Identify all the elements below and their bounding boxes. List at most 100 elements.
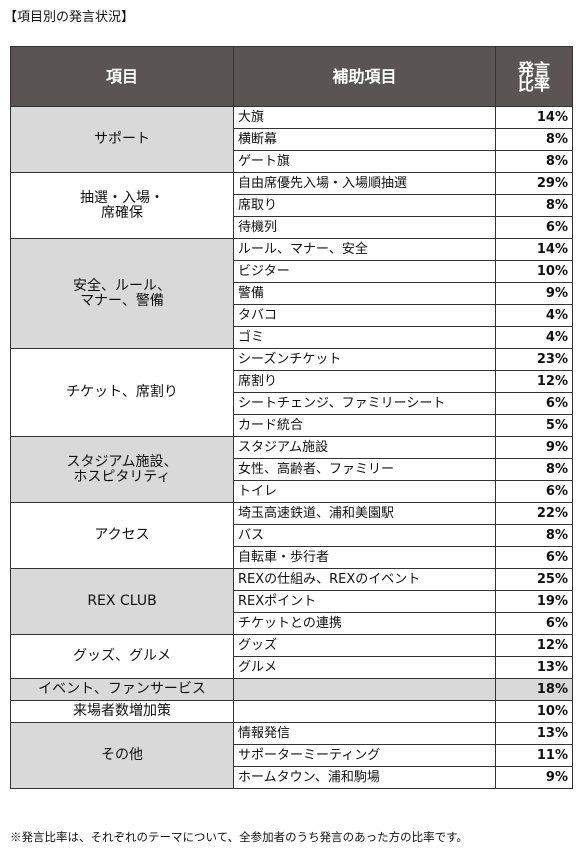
subitem-cell: タバコ (233, 304, 496, 327)
item-cell: チケット、席割り (10, 348, 234, 437)
subitem-cell: ゲート旗 (233, 150, 496, 173)
subitem-cell: 横断幕 (233, 128, 496, 151)
subitem-cell: バス (233, 524, 496, 547)
rate-cell: 5% (495, 414, 573, 437)
rate-cell: 8% (495, 194, 573, 217)
row: 抽選・入場・ 席確保 自由席優先入場・入場順抽選 29% (10, 172, 573, 239)
row: ビジター 10% (11, 260, 573, 283)
subitem-cell: 大旗 (233, 106, 496, 129)
subitem-cell: ルール、マナー、安全 (233, 238, 496, 261)
subitem-cell: シートチェンジ、ファミリーシート (233, 392, 496, 415)
item-cell: 抽選・入場・ 席確保 (10, 172, 234, 239)
subitem-cell: 警備 (233, 282, 496, 305)
subitem-cell: ホームタウン、浦和駒場 (233, 766, 496, 789)
row: 安全、ルール、 マナー、警備 ルール、マナー、安全 14% (10, 238, 573, 349)
item-cell: その他 (10, 722, 234, 789)
subitem-cell: 席割り (233, 370, 496, 393)
subitem-cell (233, 700, 496, 723)
table-body: サポート 大旗 14% 横断幕 8% ゲート旗 8% 抽選・入場・ 席確保 自由席優先入場・入場… (10, 106, 573, 789)
header-cell: 発言 比率 (495, 46, 573, 107)
rate-cell: 9% (495, 436, 573, 459)
rate-cell: 11% (495, 744, 573, 767)
rate-cell: 29% (495, 172, 573, 195)
row: チケットとの連携 6% (11, 612, 573, 635)
row: ホームタウン、浦和駒場 9% (11, 766, 573, 789)
rate-cell: 4% (495, 304, 573, 327)
caption: 【項目別の発言状況】 (4, 10, 135, 25)
subitem-cell: REXポイント (233, 590, 496, 613)
rate-cell: 13% (495, 656, 573, 679)
rate-cell: 19% (495, 590, 573, 613)
rate-cell: 6% (495, 480, 573, 503)
subitem-cell (233, 678, 496, 701)
row: ゴミ 4% (11, 326, 573, 349)
row: スタジアム施設、 ホスピタリティ スタジアム施設 9% (10, 436, 573, 503)
row: チケット、席割り シーズンチケット 23% (10, 348, 573, 437)
item-cell: 来場者数増加策 (10, 700, 234, 723)
row: 女性、高齢者、ファミリー 8% (11, 458, 573, 481)
row: カード統合 5% (11, 414, 573, 437)
rate-cell: 18% (495, 678, 573, 701)
item-cell: スタジアム施設、 ホスピタリティ (10, 436, 234, 503)
subitem-cell: 席取り (233, 194, 496, 217)
rate-cell: 8% (495, 524, 573, 547)
subitem-cell: 女性、高齢者、ファミリー (233, 458, 496, 481)
row: REX CLUB REXの仕組み、REXのイベント 25% (10, 568, 573, 635)
item-cell: アクセス (10, 502, 234, 569)
rate-cell: 12% (495, 370, 573, 393)
row: 来場者数増加策 10% (10, 700, 573, 723)
rate-cell: 8% (495, 458, 573, 481)
row: バス 8% (11, 524, 573, 547)
subitem-cell: グッズ (233, 634, 496, 657)
rate-cell: 6% (495, 546, 573, 569)
table: 項目 補助項目 発言 比率 サポート 大旗 14% 横断幕 8% ゲート旗 8% 抽選・入場・… (10, 46, 573, 789)
rate-cell: 22% (495, 502, 573, 525)
row: その他 情報発信 13% (10, 722, 573, 789)
subitem-cell: 待機列 (233, 216, 496, 239)
rate-cell: 8% (495, 150, 573, 173)
row: トイレ 6% (11, 480, 573, 503)
rate-cell: 13% (495, 722, 573, 745)
rate-cell: 12% (495, 634, 573, 657)
footnote: ※発言比率は、それぞれのテーマについて、全参加者のうち発言のあった方の比率です。 (10, 830, 468, 844)
row: 席取り 8% (11, 194, 573, 217)
subitem-cell: ゴミ (233, 326, 496, 349)
row: グッズ、グルメ グッズ 12% (10, 634, 573, 679)
rate-cell: 25% (495, 568, 573, 591)
header-row: 項目 補助項目 発言 比率 (10, 46, 573, 107)
item-cell: 安全、ルール、 マナー、警備 (10, 238, 234, 349)
subitem-cell: シーズンチケット (233, 348, 496, 371)
subitem-cell: カード統合 (233, 414, 496, 437)
rate-cell: 4% (495, 326, 573, 349)
rate-cell: 10% (495, 260, 573, 283)
row: アクセス 埼玉高速鉄道、浦和美園駅 22% (10, 502, 573, 569)
row: シートチェンジ、ファミリーシート 6% (11, 392, 573, 415)
rate-cell: 6% (495, 216, 573, 239)
subitem-cell: 情報発信 (233, 722, 496, 745)
subitem-cell: グルメ (233, 656, 496, 679)
item-cell: REX CLUB (10, 568, 234, 635)
item-cell: サポート (10, 106, 234, 173)
rate-cell: 14% (495, 106, 573, 129)
subitem-cell: サポーターミーティング (233, 744, 496, 767)
row: グルメ 13% (11, 656, 573, 679)
subitem-cell: スタジアム施設 (233, 436, 496, 459)
rate-cell: 6% (495, 612, 573, 635)
subitem-cell: REXの仕組み、REXのイベント (233, 568, 496, 591)
rate-cell: 14% (495, 238, 573, 261)
header-cell: 項目 (10, 46, 234, 107)
rate-cell: 9% (495, 282, 573, 305)
subitem-cell: チケットとの連携 (233, 612, 496, 635)
row: 席割り 12% (11, 370, 573, 393)
rate-cell: 8% (495, 128, 573, 151)
subitem-cell: トイレ (233, 480, 496, 503)
subitem-cell: 埼玉高速鉄道、浦和美園駅 (233, 502, 496, 525)
row: イベント、ファンサービス 18% (10, 678, 573, 701)
rate-cell: 6% (495, 392, 573, 415)
header-cell: 補助項目 (233, 46, 496, 107)
item-cell: グッズ、グルメ (10, 634, 234, 679)
rate-cell: 23% (495, 348, 573, 371)
row: サポート 大旗 14% (10, 106, 573, 173)
subitem-cell: ビジター (233, 260, 496, 283)
